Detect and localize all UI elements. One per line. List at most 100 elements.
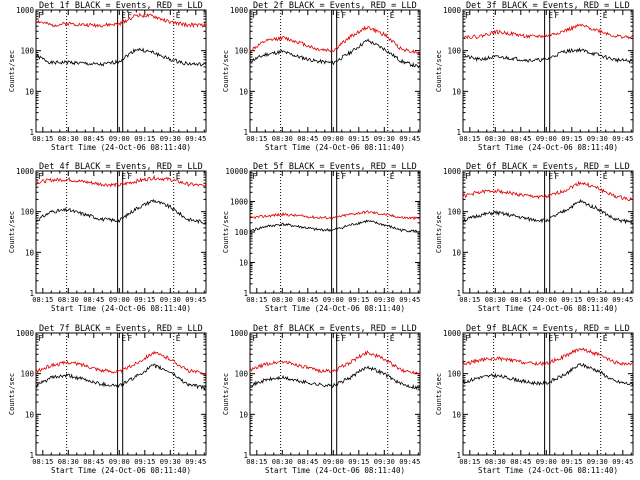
y-tick-label: 10 <box>452 87 462 96</box>
marker-label-f: F <box>38 11 43 20</box>
y-tick-label: 10 <box>25 87 35 96</box>
series-events <box>35 47 207 67</box>
marker-label-e: E <box>176 334 181 343</box>
series-lld <box>462 23 634 40</box>
marker-label-f: F <box>38 334 43 343</box>
panel-det-4: Det 4f BLACK = Events, RED = LLD 1 10 100 10… <box>8 162 207 313</box>
y-tick-label: 10 <box>452 410 462 419</box>
series-events <box>35 198 207 225</box>
x-tick-label: 09:45 <box>399 458 420 466</box>
panel-title: Det 8f BLACK = Events, RED = LLD <box>253 324 417 334</box>
marker-label-f: F <box>252 11 257 20</box>
y-axis-label: Counts/sec <box>222 211 230 253</box>
y-axis-label: Counts/sec <box>8 50 16 92</box>
y-axis-label: Counts/sec <box>435 373 443 415</box>
x-tick-label: 08:30 <box>485 296 506 304</box>
series-events <box>462 47 634 64</box>
panel-title: Det 3f BLACK = Events, RED = LLD <box>466 1 630 11</box>
x-tick-label: 08:30 <box>58 458 79 466</box>
marker-label-f: F <box>341 172 346 181</box>
x-axis-label: Start Time (24-Oct-06 08:11:40) <box>51 304 191 313</box>
marker-label-e: E <box>603 334 608 343</box>
marker-label-e: E <box>335 334 340 343</box>
x-tick-label: 08:45 <box>297 458 318 466</box>
y-tick-label: 100 <box>447 208 461 217</box>
marker-label-e: E <box>390 334 395 343</box>
marker-label-e: E <box>548 334 553 343</box>
y-tick-label: 1000 <box>443 329 462 338</box>
marker-label-e: E <box>121 11 126 20</box>
x-tick-label: 09:15 <box>348 296 369 304</box>
x-axis-label: Start Time (24-Oct-06 08:11:40) <box>265 143 405 152</box>
x-tick-label: 08:15 <box>246 135 267 143</box>
x-tick-label: 09:45 <box>399 135 420 143</box>
x-tick-label: 08:30 <box>58 135 79 143</box>
y-tick-label: 1 <box>29 128 34 137</box>
plot-frame <box>462 170 634 294</box>
marker-label-e: E <box>176 11 181 20</box>
x-tick-label: 08:15 <box>459 458 480 466</box>
x-tick-label: 09:15 <box>348 458 369 466</box>
y-tick-label: 100 <box>20 208 34 217</box>
x-tick-label: 08:15 <box>32 135 53 143</box>
marker-label-f: F <box>465 11 470 20</box>
marker-label-f: F <box>465 334 470 343</box>
y-tick-label: 1000 <box>230 329 249 338</box>
series-lld <box>249 350 421 375</box>
x-tick-label: 09:00 <box>536 296 557 304</box>
marker-label-e: E <box>548 172 553 181</box>
x-tick-label: 09:30 <box>160 296 181 304</box>
panel-det-7: Det 7f BLACK = Events, RED = LLD 1 10 100 10… <box>8 324 207 475</box>
marker-label-f: F <box>341 334 346 343</box>
y-tick-label: 1 <box>456 451 461 460</box>
y-tick-label: 1000 <box>16 329 35 338</box>
panel-det-8: Det 8f BLACK = Events, RED = LLD 1 10 100 10… <box>222 324 421 475</box>
x-tick-label: 08:45 <box>510 296 531 304</box>
marker-label-e: E <box>603 172 608 181</box>
x-tick-label: 08:45 <box>83 458 104 466</box>
marker-label-e: E <box>335 11 340 20</box>
x-tick-label: 08:30 <box>272 135 293 143</box>
y-tick-label: 10 <box>239 87 249 96</box>
panel-det-2: Det 2f BLACK = Events, RED = LLD 1 10 100 10… <box>222 1 421 152</box>
panel-det-1: Det 1f BLACK = Events, RED = LLD 1 10 100 10… <box>8 1 207 152</box>
y-axis-label: Counts/sec <box>435 211 443 253</box>
x-tick-label: 08:45 <box>297 296 318 304</box>
x-tick-label: 09:30 <box>587 458 608 466</box>
x-tick-label: 09:15 <box>348 135 369 143</box>
y-tick-label: 10 <box>25 248 35 257</box>
panel-title: Det 1f BLACK = Events, RED = LLD <box>39 1 203 11</box>
y-tick-label: 100 <box>447 370 461 379</box>
x-tick-label: 09:00 <box>536 458 557 466</box>
marker-label-f: F <box>127 11 132 20</box>
x-tick-label: 09:00 <box>323 135 344 143</box>
marker-label-e: E <box>603 11 608 20</box>
y-tick-label: 10 <box>239 410 249 419</box>
x-tick-label: 09:30 <box>160 135 181 143</box>
series-lld <box>35 350 207 376</box>
marker-label-f: F <box>252 334 257 343</box>
plot-frame <box>249 170 421 294</box>
x-tick-label: 08:30 <box>58 296 79 304</box>
x-axis-label: Start Time (24-Oct-06 08:11:40) <box>265 466 405 475</box>
x-tick-label: 09:15 <box>561 135 582 143</box>
x-tick-label: 09:30 <box>374 458 395 466</box>
y-tick-label: 10000 <box>225 167 248 176</box>
panel-title: Det 6f BLACK = Events, RED = LLD <box>466 162 630 172</box>
x-tick-label: 08:45 <box>83 135 104 143</box>
marker-label-e: E <box>390 172 395 181</box>
series-lld <box>35 12 207 29</box>
x-tick-label: 08:15 <box>459 296 480 304</box>
marker-label-e: E <box>390 11 395 20</box>
x-axis-label: Start Time (24-Oct-06 08:11:40) <box>265 304 405 313</box>
panel-title: Det 2f BLACK = Events, RED = LLD <box>253 1 417 11</box>
y-tick-label: 100 <box>20 370 34 379</box>
y-axis-label: Counts/sec <box>222 373 230 415</box>
plot-frame <box>35 332 207 456</box>
y-tick-label: 1 <box>243 128 248 137</box>
x-tick-label: 09:15 <box>134 296 155 304</box>
y-tick-label: 1000 <box>443 6 462 15</box>
x-tick-label: 08:30 <box>272 458 293 466</box>
panel-title: Det 9f BLACK = Events, RED = LLD <box>466 324 630 334</box>
panel-title: Det 4f BLACK = Events, RED = LLD <box>39 162 203 172</box>
